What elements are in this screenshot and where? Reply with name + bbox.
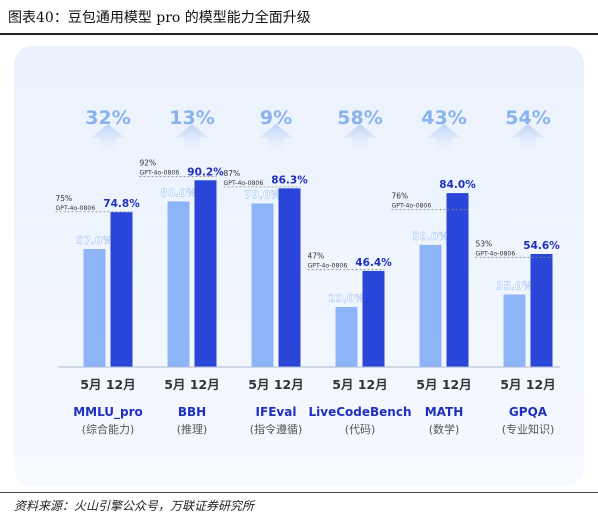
category-subtitle: (指令遵循) — [250, 422, 303, 436]
improvement-arrow — [511, 124, 545, 150]
bar-dec — [278, 188, 301, 367]
gpt-reference-model: GPT-4o-0806 — [56, 205, 96, 212]
axis-tick-label: 5月 12月 — [332, 377, 387, 392]
bar-dec — [194, 180, 217, 367]
category-name: MATH — [425, 405, 464, 419]
improvement-label: 58% — [337, 107, 382, 129]
source-rule — [0, 492, 598, 493]
bar-may — [167, 201, 190, 367]
gpt-reference-model: GPT-4o-0806 — [224, 180, 264, 187]
bar-dec — [362, 270, 385, 367]
bar-dec — [530, 253, 553, 367]
axis-tick-label: 5月 12月 — [416, 377, 471, 392]
gpt-reference-model: GPT-4o-0806 — [392, 203, 432, 210]
gpt-reference-value: 76% — [392, 192, 409, 201]
category-name: BBH — [178, 405, 206, 419]
category-subtitle: (数学) — [429, 422, 460, 436]
bar-dec-label: 86.3% — [271, 174, 308, 186]
improvement-arrow — [343, 124, 377, 150]
category-subtitle: (代码) — [345, 423, 376, 436]
bar-dec-label: 54.6% — [523, 240, 560, 252]
bar-dec-label: 90.2% — [187, 166, 224, 178]
gpt-reference-value: 53% — [476, 239, 493, 248]
improvement-arrow — [259, 124, 293, 150]
bar-may — [503, 294, 526, 367]
category-name: IFEval — [256, 405, 297, 419]
bar-may-label: 35.0% — [496, 281, 533, 293]
bar-may — [83, 249, 106, 367]
bar-may — [251, 203, 274, 367]
figure-title: 图表40：豆包通用模型 pro 的模型能力全面升级 — [8, 10, 311, 26]
bar-may-label: 59.0% — [412, 231, 449, 243]
improvement-arrow — [427, 124, 461, 150]
axis-tick-label: 5月 12月 — [80, 377, 135, 392]
improvement-label: 32% — [85, 107, 130, 129]
bar-dec — [446, 193, 469, 367]
gpt-reference-value: 47% — [308, 252, 325, 261]
category-subtitle: (专业知识) — [502, 422, 555, 436]
bar-may — [335, 306, 358, 367]
category-subtitle: (综合能力) — [82, 422, 135, 436]
improvement-arrow — [175, 124, 209, 150]
bar-may-label: 57.0% — [76, 235, 113, 247]
axis-tick-label: 5月 12月 — [500, 377, 555, 392]
gpt-reference-model: GPT-4o-0806 — [476, 250, 516, 257]
improvement-label: 54% — [505, 107, 550, 129]
category-name: MMLU_pro — [73, 405, 143, 420]
improvement-arrow — [91, 124, 125, 150]
axis-tick-label: 5月 12月 — [164, 377, 219, 392]
bar-may — [419, 244, 442, 367]
bar-dec — [110, 212, 133, 367]
category-name: LiveCodeBench — [309, 405, 412, 419]
gpt-reference-value: 75% — [56, 194, 73, 203]
category-subtitle: (推理) — [177, 422, 208, 436]
bar-may-label: 80.0% — [160, 187, 197, 199]
improvement-label: 13% — [169, 107, 214, 129]
gpt-reference-model: GPT-4o-0806 — [308, 263, 348, 270]
bar-may-label: 79.0% — [244, 189, 281, 201]
category-name: GPQA — [509, 405, 548, 419]
gpt-reference-value: 87% — [224, 169, 241, 178]
improvement-label: 9% — [260, 107, 292, 129]
gpt-reference-model: GPT-4o-0806 — [140, 170, 180, 177]
bar-dec-label: 74.8% — [103, 198, 140, 210]
improvement-label: 43% — [421, 107, 466, 129]
gpt-reference-value: 92% — [140, 159, 157, 168]
title-rule — [0, 33, 598, 35]
bar-dec-label: 84.0% — [439, 179, 476, 191]
bar-dec-label: 46.4% — [355, 257, 392, 269]
source-note: 资料来源：火山引擎公众号，万联证券研究所 — [14, 499, 255, 513]
axis-tick-label: 5月 12月 — [248, 377, 303, 392]
bar-may-label: 29.0% — [328, 293, 365, 305]
